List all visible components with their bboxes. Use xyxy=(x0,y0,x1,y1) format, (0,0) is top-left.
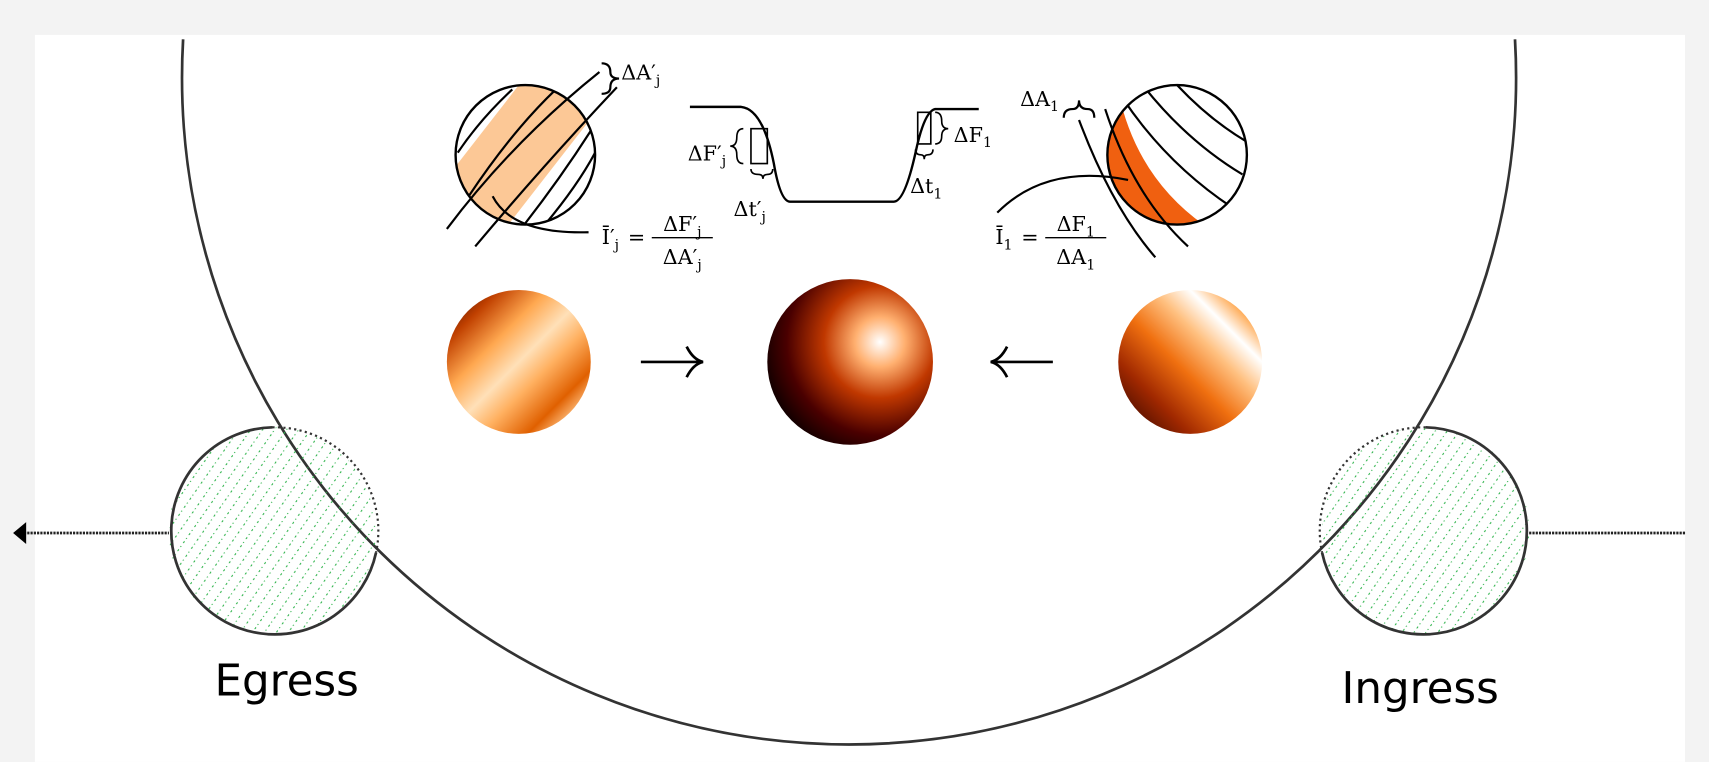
math-base: ΔF′ xyxy=(688,141,722,165)
math-base: Δt′ xyxy=(734,197,762,221)
math-base: Ī′ xyxy=(602,225,615,249)
math-sub: 1 xyxy=(983,135,992,151)
map-egress xyxy=(447,290,591,434)
arrowhead xyxy=(13,522,26,544)
math-sub: 1 xyxy=(933,186,942,202)
math-base: ΔF xyxy=(1057,212,1086,236)
math-base: ΔF xyxy=(954,123,983,147)
egress-label: Egress xyxy=(214,656,358,706)
math-base: ΔA′ xyxy=(663,245,698,269)
math-base: ΔA xyxy=(1020,87,1051,111)
math-eq: = xyxy=(628,225,645,249)
math-sub: 1 xyxy=(1004,238,1013,254)
page: {"labels":{"egress":"Egress","ingress":"… xyxy=(0,0,1709,762)
math-base: ΔA xyxy=(1056,245,1087,269)
math-sub: 1 xyxy=(1050,99,1059,115)
math-base: ΔF′ xyxy=(663,212,697,236)
math-sub: 1 xyxy=(1086,257,1095,273)
map-combined xyxy=(767,279,933,445)
math-base: Δt xyxy=(910,174,934,198)
math-eq: = xyxy=(1021,225,1038,249)
ingress-label: Ingress xyxy=(1342,664,1499,714)
math-base: ΔA′ xyxy=(621,61,656,85)
math-base: Ī xyxy=(995,225,1003,249)
map-ingress xyxy=(1118,290,1262,434)
diagram: Egress Ingress ΔA′jΔF′jΔt′jΔF1Δt1ΔA1Ī′j=… xyxy=(0,0,1709,762)
